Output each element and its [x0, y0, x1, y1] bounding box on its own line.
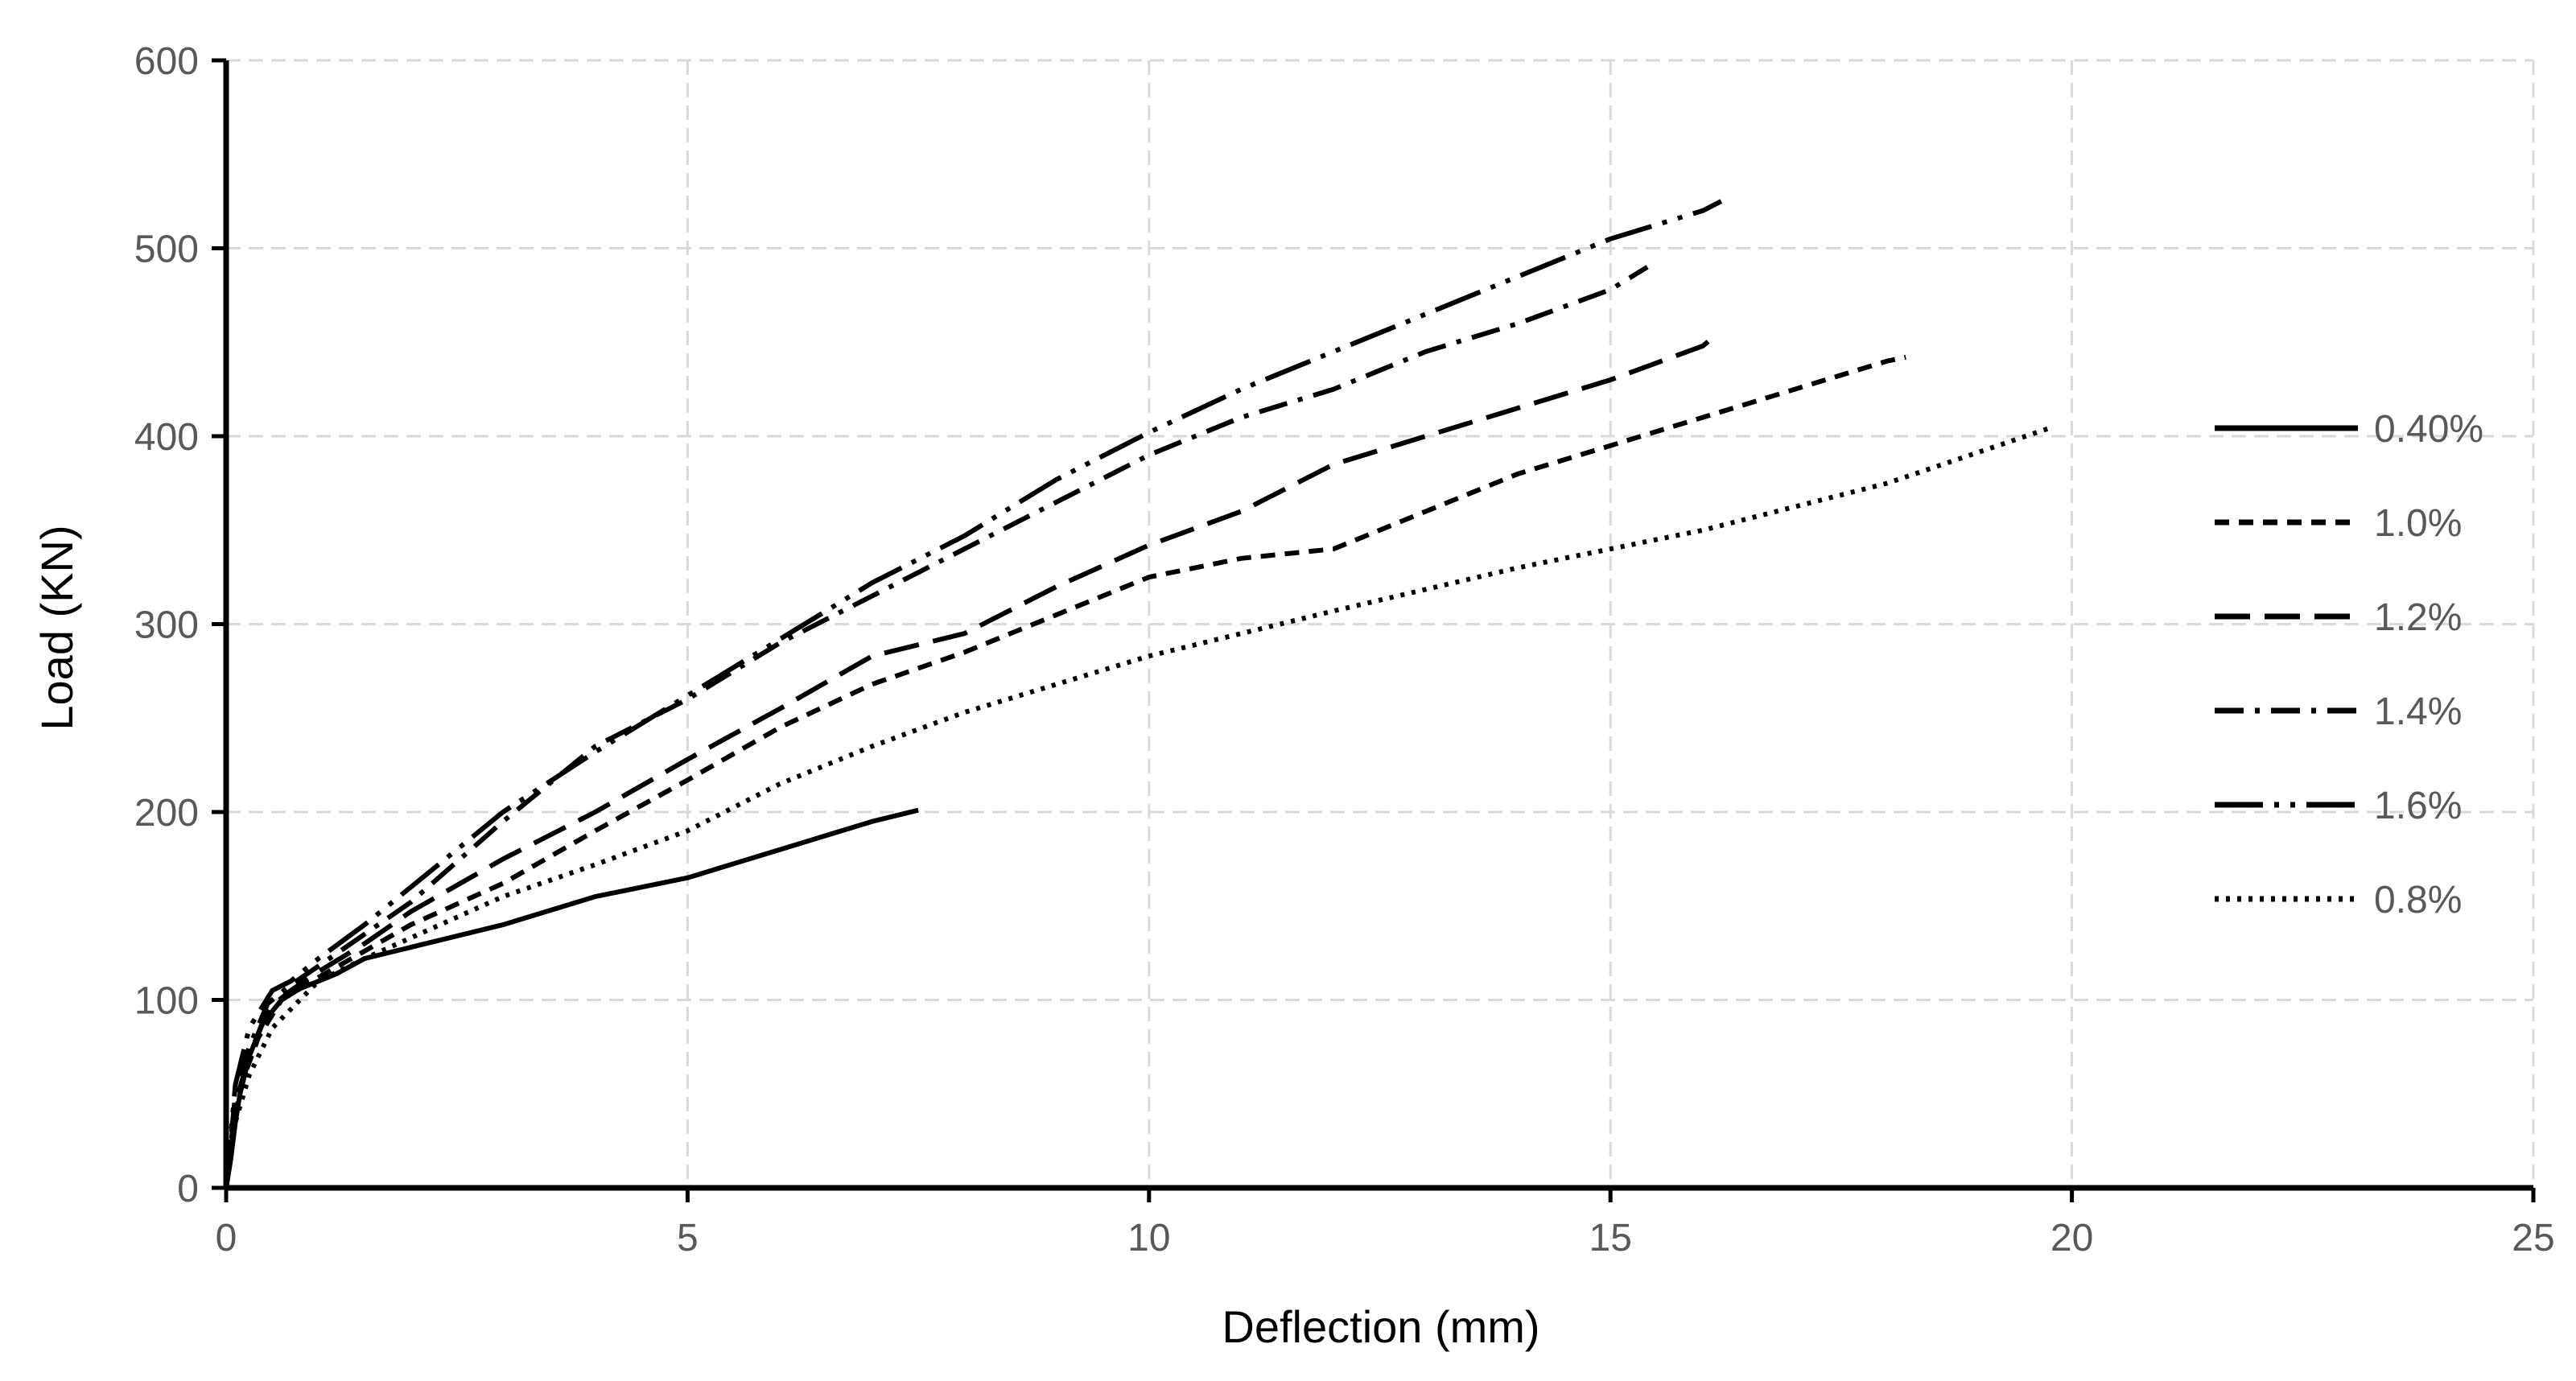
legend-label: 1.4%: [2374, 690, 2462, 733]
legend-label: 0.8%: [2374, 879, 2462, 921]
x-tick-label: 10: [1127, 1217, 1170, 1259]
y-tick-label: 400: [134, 416, 199, 459]
y-tick-label: 100: [134, 980, 199, 1023]
y-tick-label: 0: [177, 1168, 199, 1210]
legend-item: 0.8%: [2215, 879, 2462, 921]
legend-item: 1.0%: [2215, 502, 2462, 545]
x-tick-label: 0: [216, 1217, 237, 1259]
gridlines: [226, 59, 2535, 1188]
series-line-1: [224, 807, 919, 1189]
tick-labels: 0 100 200 300 400 500 600 0 5 10 15 20 25: [134, 40, 2555, 1259]
legend: 0.40% 1.0% 1.2% 1.4% 1.6% 0.8%: [2215, 408, 2483, 921]
y-tick-label: 300: [134, 604, 199, 647]
series-group: [224, 199, 2055, 1189]
y-tick-label: 500: [134, 229, 199, 271]
y-axis-title: Load (KN): [31, 525, 82, 730]
legend-item: 1.2%: [2215, 596, 2462, 639]
y-tick-label: 200: [134, 792, 199, 835]
series-line-3: [224, 336, 1714, 1189]
legend-item: 1.6%: [2215, 785, 2462, 827]
y-tick-label: 600: [134, 40, 199, 83]
series-line-6: [224, 424, 2055, 1189]
legend-label: 1.6%: [2374, 785, 2462, 827]
x-tick-label: 15: [1589, 1217, 1632, 1259]
legend-item: 1.4%: [2215, 690, 2462, 733]
legend-label: 0.40%: [2374, 408, 2483, 451]
x-tick-label: 25: [2512, 1217, 2554, 1259]
series-line-4: [224, 265, 1649, 1189]
x-tick-label: 20: [2050, 1217, 2093, 1259]
legend-item: 0.40%: [2215, 408, 2483, 451]
series-line-5: [224, 199, 1723, 1189]
legend-label: 1.2%: [2374, 596, 2462, 639]
x-axis-title: Deflection (mm): [1222, 1301, 1539, 1352]
axes: [212, 58, 2536, 1202]
x-tick-label: 5: [677, 1217, 699, 1259]
legend-label: 1.0%: [2374, 502, 2462, 545]
